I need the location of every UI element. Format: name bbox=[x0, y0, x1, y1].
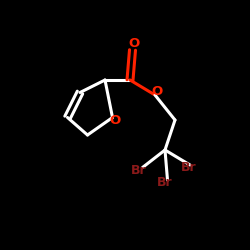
Text: O: O bbox=[110, 114, 120, 126]
Text: Br: Br bbox=[157, 176, 173, 189]
Text: O: O bbox=[152, 85, 163, 98]
Text: O: O bbox=[128, 37, 140, 50]
Text: Br: Br bbox=[131, 164, 146, 176]
Text: Br: Br bbox=[181, 161, 196, 174]
